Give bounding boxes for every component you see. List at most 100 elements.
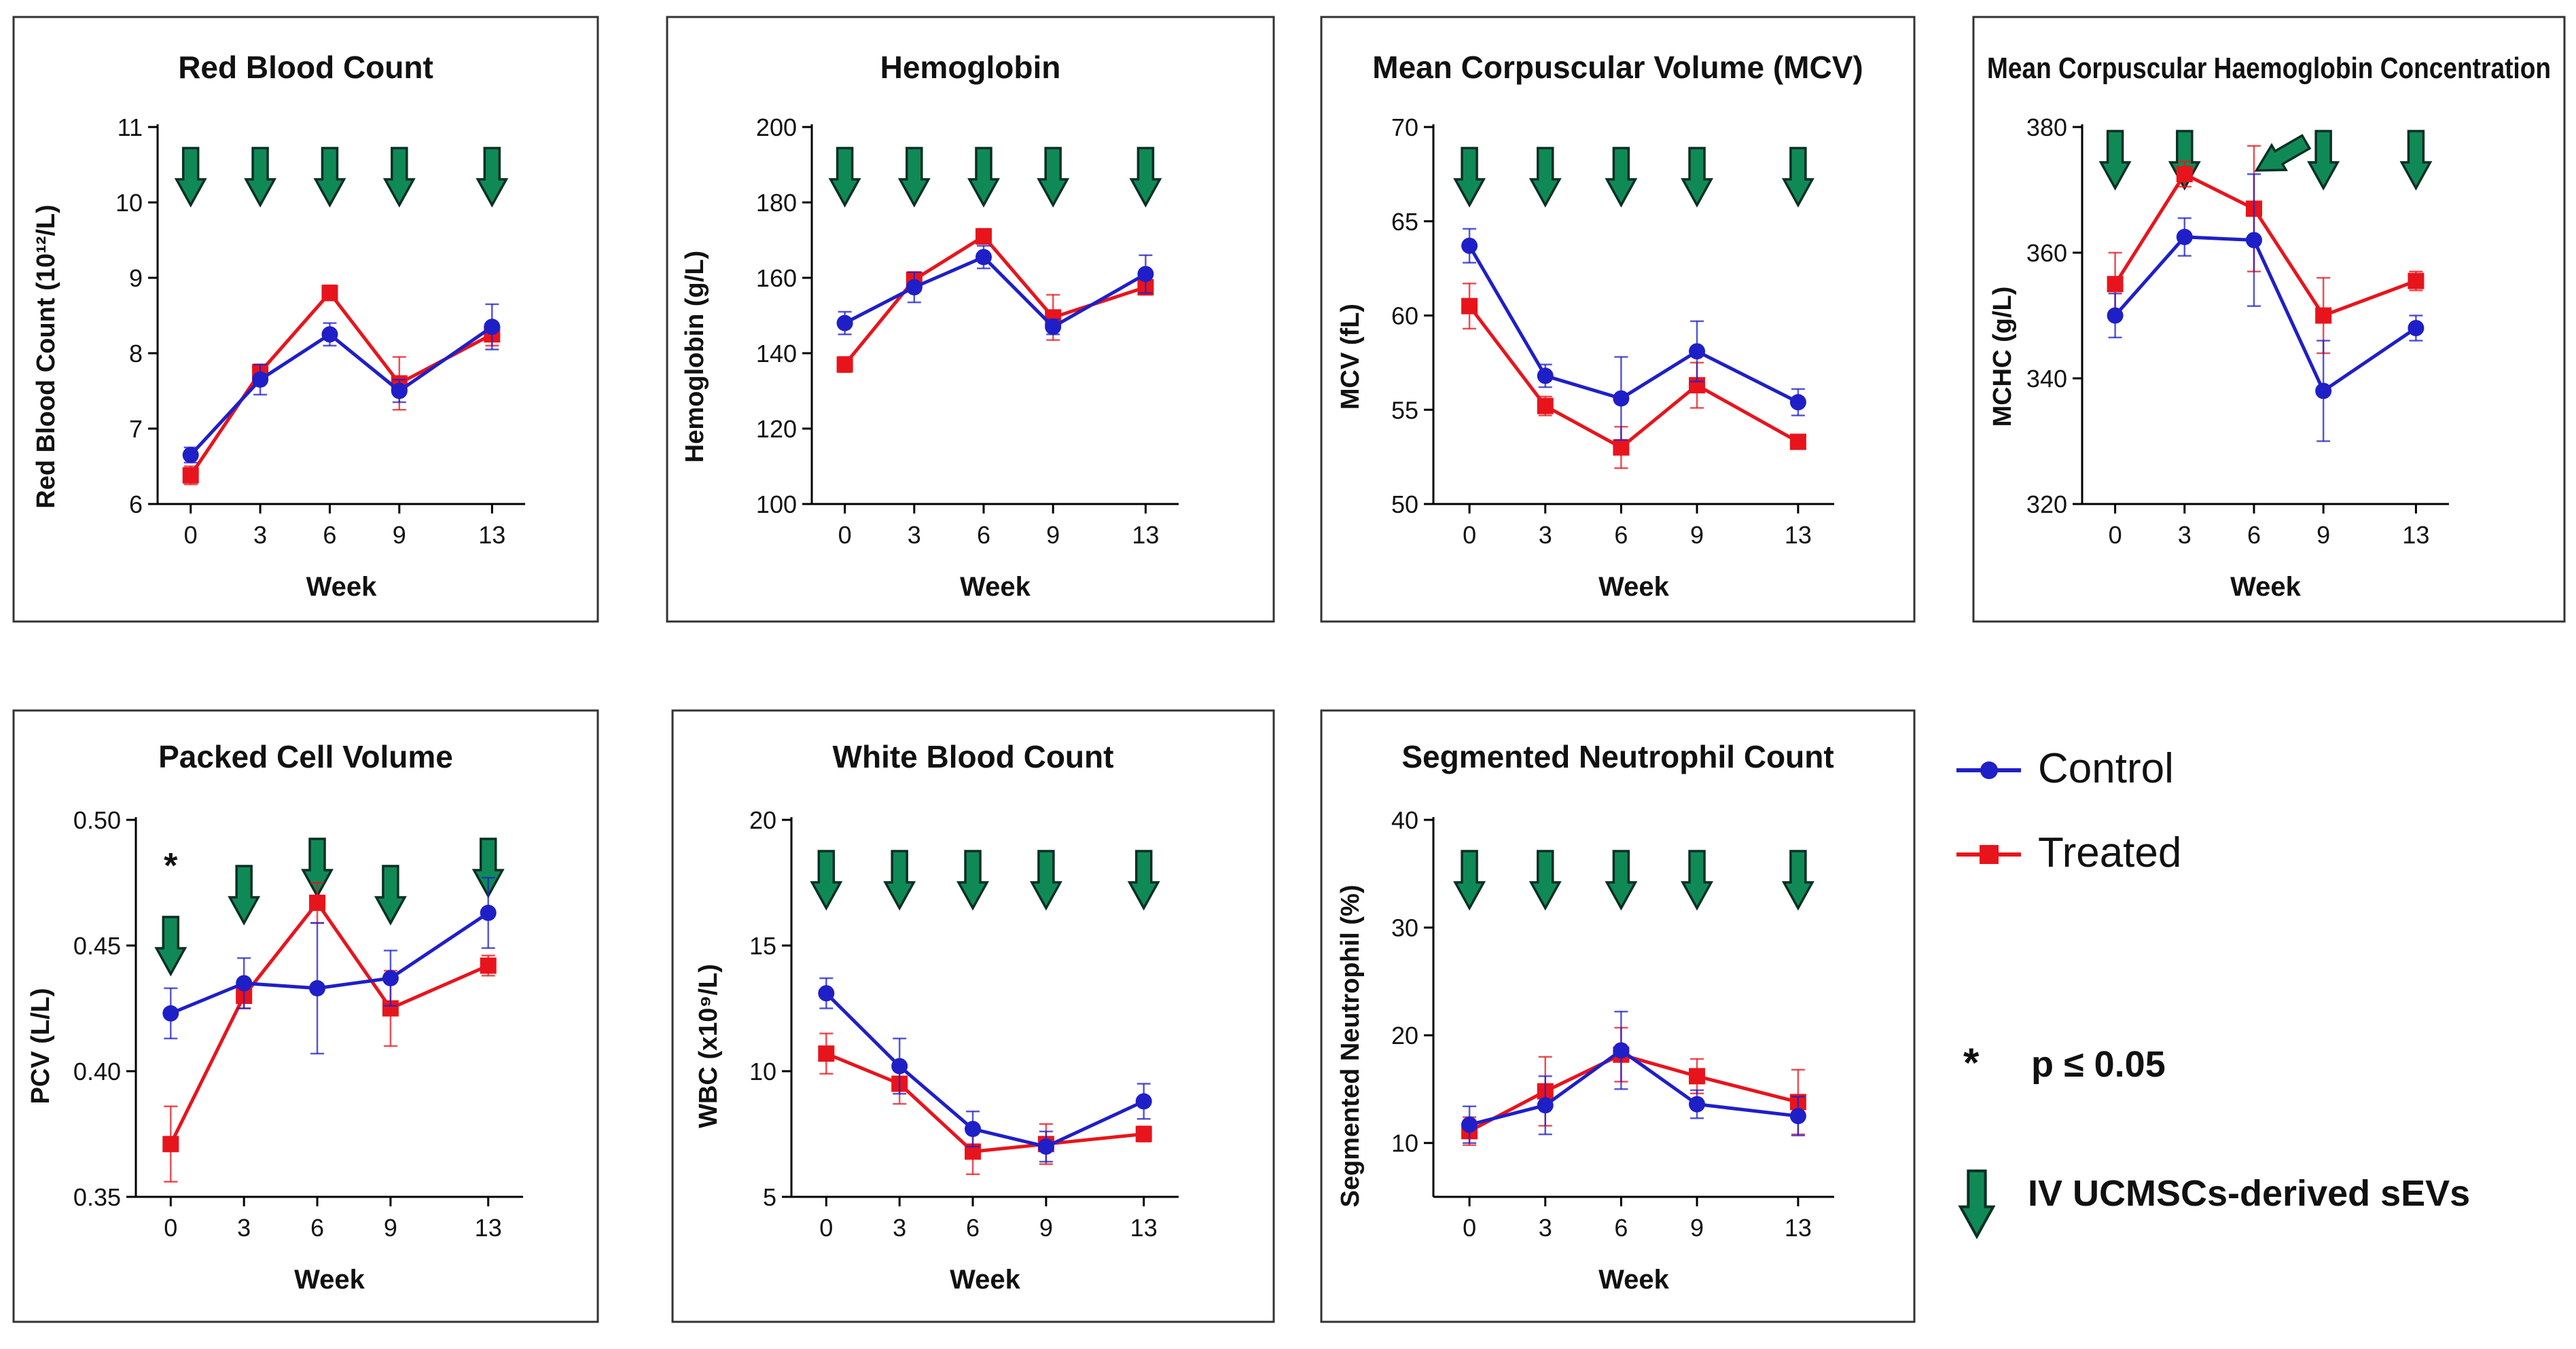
data-point: [1789, 394, 1806, 411]
y-axis-label: Red Blood Count (10¹²/L): [32, 204, 60, 508]
data-point: [382, 970, 399, 987]
y-tick-label: 20: [1391, 1022, 1418, 1049]
data-point: [162, 1005, 179, 1022]
data-point: [1137, 266, 1154, 283]
chart-panel-rbc: Red Blood Count 6 7 8 9 10 11 0 3 6 9 13 Week Red Blo…: [12, 16, 599, 623]
y-tick-label: 360: [2026, 239, 2067, 267]
series-treated: [1461, 283, 1806, 469]
legend-treated: Treated: [1956, 829, 2181, 876]
legend-arrow-entry: IV UCMSCs-derived sEVs: [1961, 1171, 2470, 1237]
legend: Control Treated * p ≤ 0.05 IV UCMSCs-der…: [1956, 745, 2470, 1236]
y-tick-label: 380: [2026, 113, 2067, 141]
data-point: [236, 975, 253, 992]
data-point: [1689, 1068, 1706, 1085]
x-tick-label: 9: [1690, 1214, 1704, 1242]
y-tick-label: 340: [2026, 365, 2067, 393]
x-tick-label: 9: [1039, 1214, 1053, 1242]
data-point: [975, 228, 992, 245]
data-point: [1135, 1126, 1152, 1143]
x-tick-label: 0: [184, 521, 198, 549]
x-tick-label: 13: [1132, 521, 1159, 549]
x-tick-label: 0: [1463, 1214, 1476, 1242]
y-tick-label: 15: [749, 932, 776, 960]
y-tick-label: 0.50: [73, 806, 121, 834]
y-tick-label: 10: [749, 1058, 776, 1085]
data-point: [480, 904, 497, 921]
chart-frame: [666, 16, 1275, 623]
series-control: [818, 977, 1152, 1163]
legend-treated-label: Treated: [2038, 829, 2181, 876]
data-point: [965, 1121, 982, 1138]
y-axis-label: PCV (L/L): [26, 988, 55, 1104]
x-tick-label: 9: [1046, 521, 1060, 549]
x-tick-label: 3: [237, 1214, 251, 1242]
data-point: [1037, 1138, 1054, 1155]
chart-frame: [12, 709, 599, 1323]
y-tick-label: 0.40: [73, 1058, 121, 1085]
data-point: [309, 895, 326, 912]
data-point: [391, 382, 408, 399]
data-point: [891, 1058, 908, 1075]
chart-frame: [1320, 16, 1916, 623]
x-tick-label: 13: [2402, 521, 2429, 549]
data-point: [1789, 1108, 1806, 1125]
data-point: [1613, 1042, 1630, 1059]
y-tick-label: 160: [756, 264, 797, 292]
data-point: [1789, 433, 1806, 450]
data-point: [1689, 1096, 1706, 1113]
x-axis-label: Week: [950, 1265, 1021, 1295]
chart-title: White Blood Count: [833, 739, 1114, 774]
y-tick-label: 20: [749, 806, 776, 834]
data-point: [321, 285, 338, 302]
x-tick-label: 13: [1785, 521, 1812, 549]
y-tick-label: 120: [756, 415, 797, 443]
series-control: [2107, 173, 2425, 442]
data-point: [1461, 298, 1478, 314]
x-axis-label: Week: [2230, 572, 2302, 602]
data-point: [1689, 343, 1706, 360]
data-point: [1613, 390, 1630, 407]
y-tick-label: 8: [129, 340, 143, 367]
x-tick-label: 6: [1614, 521, 1628, 549]
significance-asterisk: *: [164, 846, 178, 886]
y-tick-label: 9: [129, 264, 143, 292]
data-point: [2408, 272, 2425, 289]
data-point: [1537, 367, 1554, 384]
data-point: [1613, 439, 1630, 456]
x-tick-label: 0: [838, 521, 852, 549]
data-point: [321, 326, 338, 343]
series-control: [836, 245, 1154, 336]
y-tick-label: 70: [1391, 113, 1418, 141]
data-point: [1537, 397, 1554, 414]
data-point: [484, 319, 501, 336]
series-control: [182, 303, 501, 464]
y-tick-label: 100: [756, 490, 797, 518]
data-point: [480, 957, 497, 974]
y-tick-label: 11: [118, 113, 143, 141]
data-point: [182, 446, 199, 463]
x-tick-label: 3: [908, 521, 921, 549]
x-tick-label: 13: [475, 1214, 502, 1242]
chart-title: Hemoglobin: [880, 50, 1061, 85]
chart-panel-mchc: Mean Corpuscular Haemoglobin Concentrati…: [1972, 16, 2566, 623]
chart-title: Red Blood Count: [178, 50, 433, 85]
x-tick-label: 6: [977, 521, 990, 549]
y-tick-label: 60: [1391, 302, 1418, 330]
y-axis-label: Segmented Neutrophil (%): [1336, 884, 1365, 1207]
y-tick-label: 40: [1391, 806, 1418, 834]
chart-title: Mean Corpuscular Volume (MCV): [1372, 50, 1863, 85]
x-tick-label: 9: [393, 521, 406, 549]
chart-panel-pcv: Packed Cell Volume 0.35 0.40 0.45 0.50 0 3 6 9 13…: [12, 709, 599, 1323]
data-point: [906, 278, 923, 295]
x-tick-label: 13: [1130, 1214, 1158, 1242]
data-point: [1135, 1093, 1152, 1110]
data-point: [975, 249, 992, 266]
legend-control: Control: [1956, 745, 2174, 792]
chart-title: Mean Corpuscular Haemoglobin Concentrati…: [1987, 52, 2551, 85]
y-tick-label: 50: [1391, 490, 1418, 518]
x-tick-label: 0: [819, 1214, 833, 1242]
y-tick-label: 140: [756, 340, 797, 367]
y-tick-label: 0.45: [73, 932, 121, 960]
y-tick-label: 0.35: [73, 1183, 121, 1211]
chart-frame: [1972, 16, 2566, 623]
